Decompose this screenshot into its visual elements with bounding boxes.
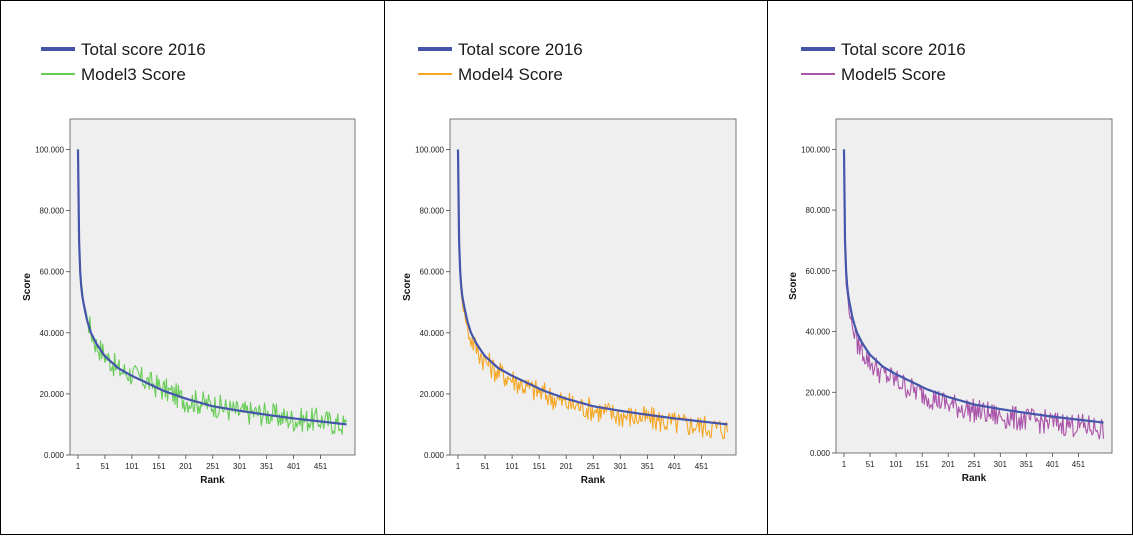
model5-xtick-label-7: 351 bbox=[1020, 460, 1034, 469]
model4-plot-area bbox=[449, 118, 737, 456]
model4-legend-label-0: Total score 2016 bbox=[458, 40, 583, 59]
model5-xtick-label-0: 1 bbox=[842, 460, 847, 469]
model5-ytick-label-1: 20.000 bbox=[806, 388, 831, 397]
model4-y-axis-title: Score bbox=[402, 273, 413, 301]
model5-xtick-label-3: 151 bbox=[915, 460, 929, 469]
model4-xtick-label-0: 1 bbox=[456, 462, 461, 471]
model5-x-axis-title: Rank bbox=[962, 473, 987, 484]
model3-xtick-label-1: 51 bbox=[101, 462, 110, 471]
model3-legend-label-1: Model3 Score bbox=[81, 65, 186, 84]
model4-ytick-label-1: 20.000 bbox=[420, 390, 445, 399]
model3-ytick-label-1: 20.000 bbox=[40, 390, 65, 399]
model4-xtick-label-6: 301 bbox=[614, 462, 628, 471]
model3-xtick-label-6: 301 bbox=[233, 462, 247, 471]
model4-ytick-label-2: 40.000 bbox=[420, 329, 445, 338]
model3-ytick-label-4: 80.000 bbox=[40, 207, 65, 216]
model5-legend-label-1: Model5 Score bbox=[841, 65, 946, 84]
model4-xtick-label-9: 451 bbox=[695, 462, 709, 471]
model3-xtick-label-9: 451 bbox=[314, 462, 328, 471]
model5-xtick-label-9: 451 bbox=[1072, 460, 1086, 469]
model5-ytick-label-3: 60.000 bbox=[806, 267, 831, 276]
model3-xtick-label-3: 151 bbox=[152, 462, 166, 471]
model3-legend-label-0: Total score 2016 bbox=[81, 40, 206, 59]
model5-xtick-label-8: 401 bbox=[1046, 460, 1060, 469]
model3-x-axis-title: Rank bbox=[200, 475, 225, 486]
model3-ytick-label-2: 40.000 bbox=[40, 329, 65, 338]
model5-xtick-label-1: 51 bbox=[866, 460, 875, 469]
model4-legend-label-1: Model4 Score bbox=[458, 65, 563, 84]
model5-ytick-label-5: 100.000 bbox=[801, 145, 830, 154]
model3-xtick-label-4: 201 bbox=[179, 462, 193, 471]
model3-series-line-0 bbox=[76, 149, 347, 426]
model5-series-line-0 bbox=[842, 149, 1104, 424]
model3-xtick-label-5: 251 bbox=[206, 462, 220, 471]
model4-series-line-0 bbox=[456, 149, 728, 426]
model5-plot-area bbox=[835, 118, 1113, 454]
model4-x-axis-title: Rank bbox=[581, 475, 606, 486]
model3-xtick-label-2: 101 bbox=[125, 462, 139, 471]
model3-ytick-label-0: 0.000 bbox=[44, 451, 65, 460]
model4-xtick-label-3: 151 bbox=[532, 462, 546, 471]
model3-ytick-label-3: 60.000 bbox=[40, 268, 65, 277]
model4-ytick-label-4: 80.000 bbox=[420, 207, 445, 216]
model5-y-axis-title: Score bbox=[788, 272, 799, 300]
model4-xtick-label-7: 351 bbox=[641, 462, 655, 471]
model5-series-line-1 bbox=[843, 153, 1105, 440]
model5-ytick-label-0: 0.000 bbox=[810, 449, 831, 458]
model3-xtick-label-7: 351 bbox=[260, 462, 274, 471]
model4-xtick-label-5: 251 bbox=[587, 462, 601, 471]
chart-panel-model3: 0.000 20.000 40.000 60.000 80.000 100.000 1 51 1… bbox=[0, 0, 385, 535]
model5-legend-label-0: Total score 2016 bbox=[841, 40, 966, 59]
model4-ytick-label-0: 0.000 bbox=[424, 451, 445, 460]
model5-ytick-label-2: 40.000 bbox=[806, 328, 831, 337]
model5-xtick-label-2: 101 bbox=[889, 460, 903, 469]
chart-panel-model5: 0.000 20.000 40.000 60.000 80.000 100.000 1 51 1… bbox=[767, 0, 1133, 535]
model4-xtick-label-2: 101 bbox=[505, 462, 519, 471]
chart-panel-model4: 0.000 20.000 40.000 60.000 80.000 100.000 1 51 1… bbox=[384, 0, 768, 535]
model4-xtick-label-4: 201 bbox=[560, 462, 574, 471]
model4-ytick-label-5: 100.000 bbox=[415, 146, 444, 155]
model3-ytick-label-5: 100.000 bbox=[35, 146, 64, 155]
model3-xtick-label-0: 1 bbox=[76, 462, 81, 471]
model5-xtick-label-6: 301 bbox=[994, 460, 1008, 469]
model4-xtick-label-1: 51 bbox=[481, 462, 490, 471]
model5-ytick-label-4: 80.000 bbox=[806, 206, 831, 215]
model3-plot-area bbox=[69, 118, 356, 456]
model4-xtick-label-8: 401 bbox=[668, 462, 682, 471]
model3-y-axis-title: Score bbox=[22, 273, 33, 301]
model3-xtick-label-8: 401 bbox=[287, 462, 301, 471]
model4-ytick-label-3: 60.000 bbox=[420, 268, 445, 277]
model5-xtick-label-4: 201 bbox=[942, 460, 956, 469]
model5-xtick-label-5: 251 bbox=[968, 460, 982, 469]
